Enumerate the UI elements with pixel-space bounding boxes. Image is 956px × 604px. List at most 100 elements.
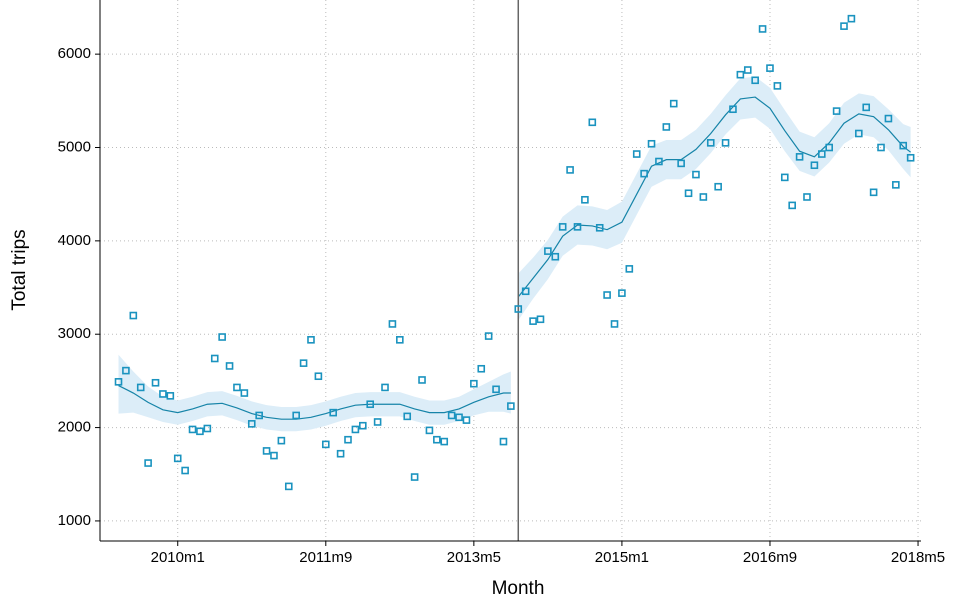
data-point [447, 411, 456, 420]
data-point [366, 400, 375, 409]
data-point [721, 139, 730, 147]
data-point [403, 412, 412, 421]
data-point [181, 466, 189, 475]
y-tick-label: 2000 [58, 419, 91, 436]
data-point [751, 76, 759, 85]
data-point [136, 383, 145, 392]
x-tick-label: 2016m9 [743, 549, 797, 566]
data-point [484, 332, 493, 340]
fit-line [517, 96, 911, 298]
data-point [736, 70, 745, 79]
data-point [906, 153, 915, 162]
data-point [625, 265, 634, 273]
data-point [321, 440, 330, 449]
data-point [899, 141, 908, 150]
data-point [699, 193, 708, 201]
data-point [521, 287, 530, 296]
data-point [758, 25, 767, 33]
data-point [225, 362, 234, 370]
data-point [892, 181, 900, 189]
data-point [780, 173, 789, 182]
data-point [581, 195, 589, 204]
data-point [196, 427, 204, 436]
data-point [507, 402, 515, 410]
data-point [632, 150, 641, 158]
data-point [373, 418, 382, 426]
data-point [477, 364, 486, 373]
data-point [284, 482, 293, 491]
data-point [270, 451, 278, 460]
x-axis-title: Month [492, 578, 545, 599]
data-point [499, 437, 508, 446]
y-tick-label: 5000 [58, 138, 91, 155]
data-point [640, 169, 648, 178]
data-point [832, 107, 841, 115]
data-point [292, 411, 300, 420]
data-point [314, 372, 323, 381]
data-point [492, 385, 500, 394]
data-point [122, 366, 130, 375]
data-point [558, 223, 567, 231]
data-point [351, 425, 360, 434]
data-point [766, 64, 774, 72]
data-point [255, 411, 263, 420]
data-point [795, 153, 804, 161]
data-point [329, 408, 337, 417]
data-point [247, 420, 256, 428]
data-point [262, 447, 271, 455]
data-point [455, 413, 463, 422]
data-point [706, 139, 715, 147]
y-tick-label: 1000 [58, 512, 91, 529]
data-point [144, 459, 152, 467]
data-point [529, 317, 537, 325]
confidence-band [118, 354, 511, 432]
x-tick-label: 2013m5 [447, 549, 501, 566]
data-point [388, 320, 397, 328]
data-point [810, 161, 819, 170]
data-point [855, 129, 863, 138]
data-point [743, 66, 752, 74]
data-point [669, 99, 678, 108]
data-point [218, 333, 226, 341]
data-point [396, 336, 404, 344]
data-point [129, 311, 138, 320]
data-point [418, 376, 426, 384]
data-point [610, 320, 619, 328]
data-point [462, 416, 471, 424]
data-point [877, 143, 885, 152]
x-tick-label: 2011m9 [299, 549, 352, 566]
data-point [595, 223, 604, 232]
y-axis-title: Total trips [9, 229, 30, 310]
y-tick-label: 3000 [58, 325, 91, 342]
data-point [773, 82, 782, 90]
data-point [692, 170, 700, 179]
x-tick-label: 2015m1 [595, 549, 649, 566]
data-point [677, 159, 685, 168]
data-point [470, 379, 478, 388]
data-point [862, 103, 871, 112]
data-point [210, 354, 219, 363]
confidence-band [518, 76, 911, 321]
data-point [203, 424, 212, 433]
data-point [573, 223, 582, 231]
data-point [233, 383, 241, 392]
data-point [440, 437, 449, 446]
data-point [729, 105, 737, 114]
data-point [847, 14, 856, 23]
data-point [825, 143, 834, 152]
data-point [173, 454, 182, 463]
data-point [166, 392, 175, 400]
data-point [884, 114, 893, 123]
data-point [410, 473, 419, 481]
data-point [381, 383, 389, 392]
data-point [618, 289, 626, 297]
data-point [714, 182, 722, 191]
data-point [869, 188, 878, 197]
data-point [188, 425, 197, 434]
data-point [647, 139, 656, 148]
data-point [662, 123, 671, 131]
y-tick-label: 6000 [58, 45, 91, 62]
data-point [307, 336, 315, 344]
